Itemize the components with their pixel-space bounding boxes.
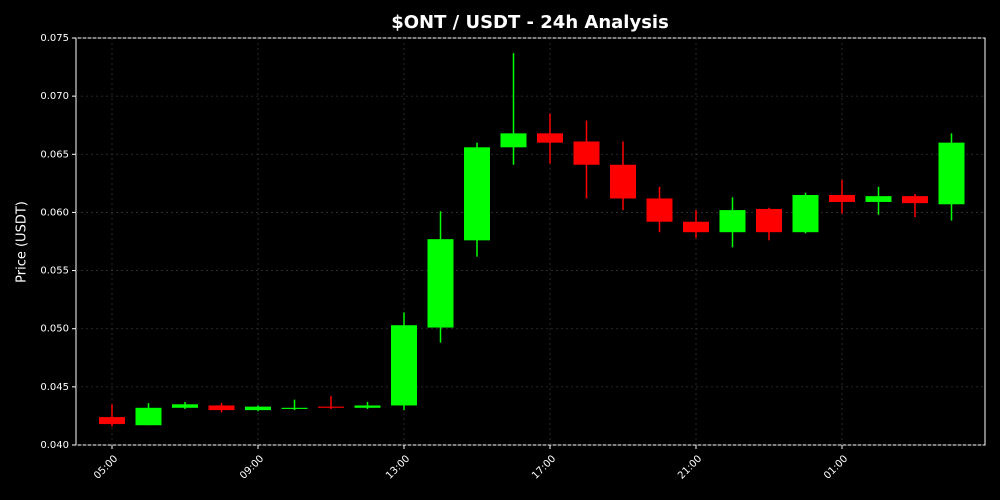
candle-body: [208, 405, 235, 411]
plot-frame: [75, 37, 986, 446]
candle-body: [135, 407, 162, 426]
x-tick-label: 05:00: [92, 453, 120, 481]
y-tick-label: 0.055: [40, 266, 69, 277]
candle-body: [902, 196, 928, 204]
y-tick-label: 0.060: [40, 207, 69, 218]
candle-body: [99, 417, 125, 425]
candle-body: [756, 208, 782, 233]
x-tick-label: 21:00: [676, 453, 704, 481]
x-tick-label: 01:00: [822, 453, 850, 481]
chart-title: $ONT / USDT - 24h Analysis: [391, 12, 669, 33]
candle-body: [865, 196, 892, 202]
candle-body: [938, 142, 965, 205]
candle-body: [318, 406, 344, 408]
candle-body: [719, 210, 746, 233]
x-tick-label: 13:00: [384, 453, 412, 481]
candle-body: [427, 239, 454, 328]
candle-body: [464, 147, 490, 241]
y-tick-label: 0.065: [40, 149, 69, 160]
candle-body: [245, 406, 271, 411]
x-tick-label: 09:00: [238, 453, 266, 481]
y-tick-label: 0.040: [40, 440, 69, 451]
y-tick-label: 0.075: [40, 33, 69, 44]
candle-body: [683, 221, 709, 233]
candle-body: [573, 141, 600, 165]
y-tick-label: 0.070: [40, 91, 69, 102]
candle-body: [646, 198, 673, 222]
candle-body: [354, 405, 381, 408]
candle-body: [500, 133, 527, 148]
candle-body: [391, 325, 417, 406]
candle-body: [829, 194, 855, 202]
x-tick-label: 17:00: [530, 453, 558, 481]
y-tick-label: 0.045: [40, 382, 69, 393]
candle-body: [537, 133, 563, 143]
y-tick-label: 0.050: [40, 324, 69, 335]
candle-body: [610, 164, 636, 199]
candle-body: [792, 194, 819, 233]
candle-body: [172, 404, 198, 408]
y-axis-label: Price (USDT): [15, 201, 30, 283]
candle-body: [281, 407, 308, 409]
